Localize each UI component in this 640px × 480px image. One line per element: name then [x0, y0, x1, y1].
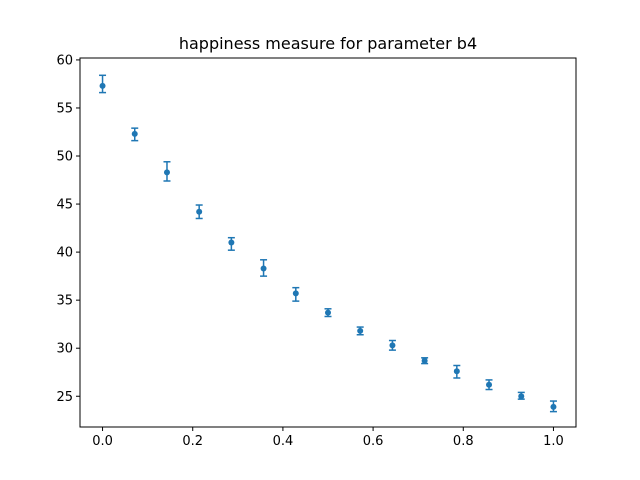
x-tick-label: 1.0 — [543, 434, 564, 449]
data-point — [453, 368, 460, 375]
data-point — [550, 403, 557, 410]
data-point — [518, 393, 525, 400]
x-tick-label: 0.8 — [453, 434, 474, 449]
chart-title: happiness measure for parameter b4 — [179, 34, 477, 53]
x-tick-label: 0.2 — [182, 434, 203, 449]
plot-marks — [99, 74, 557, 413]
data-point — [325, 309, 331, 316]
x-tick-label: 0.4 — [273, 434, 294, 449]
y-tick-label: 55 — [56, 101, 73, 116]
y-tick-label: 45 — [56, 198, 73, 213]
data-point — [228, 239, 235, 246]
data-point — [99, 82, 106, 89]
y-tick-label: 30 — [56, 342, 73, 357]
y-axis: 25 30 35 40 45 50 55 60 — [56, 53, 80, 405]
x-tick-label: 0.0 — [92, 434, 113, 449]
plot-frame — [79, 57, 577, 428]
y-tick-label: 40 — [56, 246, 73, 261]
x-axis: 0.0 0.2 0.4 0.6 0.8 1.0 — [92, 427, 564, 449]
data-point — [131, 130, 138, 137]
y-tick-label: 35 — [56, 294, 73, 309]
data-point — [357, 327, 364, 334]
data-point — [486, 381, 493, 388]
x-tick-label: 0.6 — [363, 434, 384, 449]
data-point — [292, 290, 299, 297]
y-tick-label: 50 — [56, 150, 73, 165]
data-point — [196, 208, 203, 215]
data-point — [163, 169, 170, 176]
data-point — [421, 357, 428, 364]
data-point — [389, 342, 396, 349]
y-tick-label: 60 — [56, 53, 73, 68]
y-tick-label: 25 — [56, 390, 73, 405]
data-point — [260, 265, 267, 272]
